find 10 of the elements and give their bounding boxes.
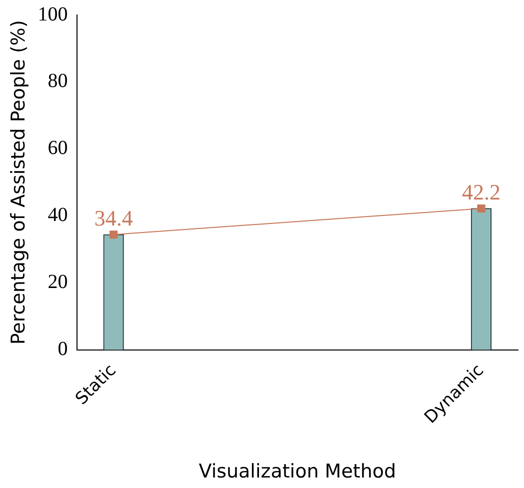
y-tick-label: 20 — [48, 271, 68, 294]
x-axis-title: Visualization Method — [198, 460, 396, 483]
y-tick-label: 100 — [38, 3, 68, 26]
y-tick-label: 80 — [48, 70, 68, 92]
data-label: 34.4 — [94, 205, 133, 230]
y-tick-label: 40 — [48, 204, 68, 226]
y-axis-title: Percentage of Assisted People (%) — [7, 20, 30, 345]
y-tick-label: 0 — [58, 338, 68, 360]
data-label: 42.2 — [462, 179, 500, 204]
y-tick-label: 60 — [48, 137, 68, 160]
